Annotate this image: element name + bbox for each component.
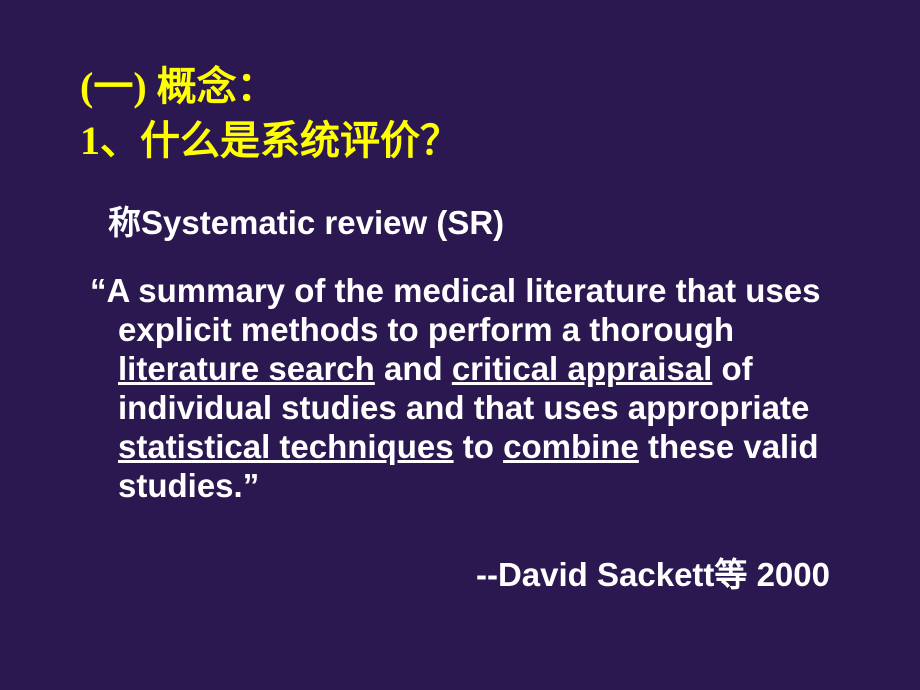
underline-critical-appraisal: critical appraisal: [452, 350, 712, 387]
body-part-1: A summary of the medical literature that…: [107, 272, 821, 348]
subtitle: 称Systematic review (SR): [108, 196, 840, 244]
title-line-2: 1、什么是系统评价？: [80, 114, 840, 168]
body-part-4: to: [454, 428, 503, 465]
underline-literature-search: literature search: [118, 350, 375, 387]
body-quote: “A summary of the medical literature tha…: [90, 272, 840, 506]
body-part-2: and: [375, 350, 452, 387]
slide-container: (一) 概念： 1、什么是系统评价？ 称Systematic review (S…: [0, 0, 920, 690]
quote-open: “: [90, 272, 107, 309]
underline-statistical-techniques: statistical techniques: [118, 428, 454, 465]
underline-combine: combine: [503, 428, 639, 465]
title-block: (一) 概念： 1、什么是系统评价？: [80, 60, 840, 168]
quote-close: ”: [243, 467, 260, 504]
attribution: --David Sackett等 2000: [80, 548, 840, 596]
title-line-1: (一) 概念：: [80, 60, 840, 114]
